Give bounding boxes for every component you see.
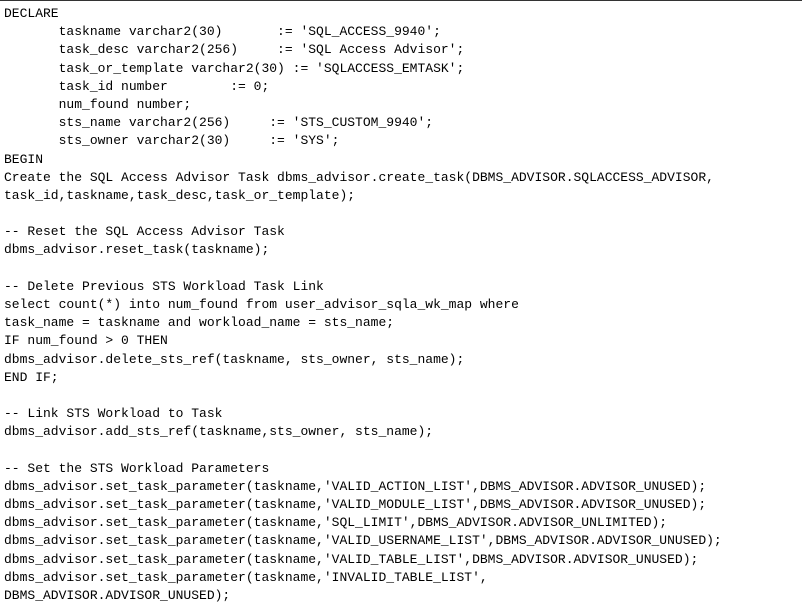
code-line: -- Reset the SQL Access Advisor Task <box>4 223 798 241</box>
code-line: num_found number; <box>4 96 798 114</box>
code-line <box>4 387 798 405</box>
code-line: dbms_advisor.set_task_parameter(taskname… <box>4 551 798 569</box>
code-line: dbms_advisor.set_task_parameter(taskname… <box>4 496 798 514</box>
code-block: DECLARE taskname varchar2(30) := 'SQL_AC… <box>4 5 798 605</box>
code-line: dbms_advisor.set_task_parameter(taskname… <box>4 514 798 532</box>
code-line: IF num_found > 0 THEN <box>4 332 798 350</box>
code-line: dbms_advisor.set_task_parameter(taskname… <box>4 532 798 550</box>
code-line: dbms_advisor.reset_task(taskname); <box>4 241 798 259</box>
code-line: BEGIN <box>4 151 798 169</box>
code-line: DECLARE <box>4 5 798 23</box>
code-line: task_id,taskname,task_desc,task_or_templ… <box>4 187 798 205</box>
code-line <box>4 442 798 460</box>
code-line: task_or_template varchar2(30) := 'SQLACC… <box>4 60 798 78</box>
code-line: dbms_advisor.set_task_parameter(taskname… <box>4 569 798 587</box>
code-line: sts_owner varchar2(30) := 'SYS'; <box>4 132 798 150</box>
code-line: -- Set the STS Workload Parameters <box>4 460 798 478</box>
code-line: -- Link STS Workload to Task <box>4 405 798 423</box>
code-line: -- Delete Previous STS Workload Task Lin… <box>4 278 798 296</box>
code-line: task_desc varchar2(256) := 'SQL Access A… <box>4 41 798 59</box>
code-line: dbms_advisor.delete_sts_ref(taskname, st… <box>4 351 798 369</box>
code-line <box>4 260 798 278</box>
code-line <box>4 205 798 223</box>
code-line: DBMS_ADVISOR.ADVISOR_UNUSED); <box>4 587 798 605</box>
code-line: task_name = taskname and workload_name =… <box>4 314 798 332</box>
code-line: sts_name varchar2(256) := 'STS_CUSTOM_99… <box>4 114 798 132</box>
code-line: task_id number := 0; <box>4 78 798 96</box>
code-line: taskname varchar2(30) := 'SQL_ACCESS_994… <box>4 23 798 41</box>
code-line: Create the SQL Access Advisor Task dbms_… <box>4 169 798 187</box>
code-line: select count(*) into num_found from user… <box>4 296 798 314</box>
code-line: END IF; <box>4 369 798 387</box>
code-line: dbms_advisor.set_task_parameter(taskname… <box>4 478 798 496</box>
code-line: dbms_advisor.add_sts_ref(taskname,sts_ow… <box>4 423 798 441</box>
